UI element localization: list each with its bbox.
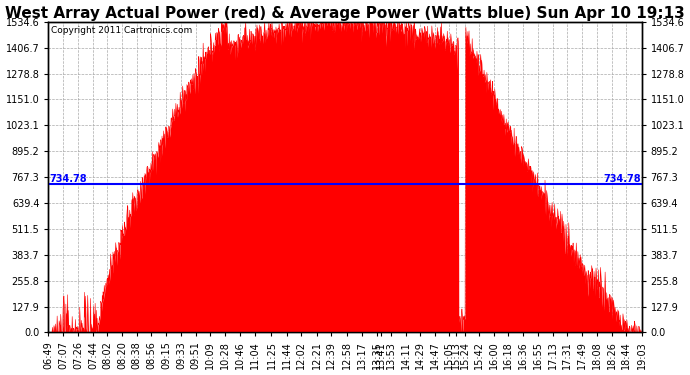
- Text: Copyright 2011 Cartronics.com: Copyright 2011 Cartronics.com: [52, 26, 193, 35]
- Title: West Array Actual Power (red) & Average Power (Watts blue) Sun Apr 10 19:13: West Array Actual Power (red) & Average …: [5, 6, 685, 21]
- Text: 734.78: 734.78: [50, 174, 87, 184]
- Text: 734.78: 734.78: [603, 174, 640, 184]
